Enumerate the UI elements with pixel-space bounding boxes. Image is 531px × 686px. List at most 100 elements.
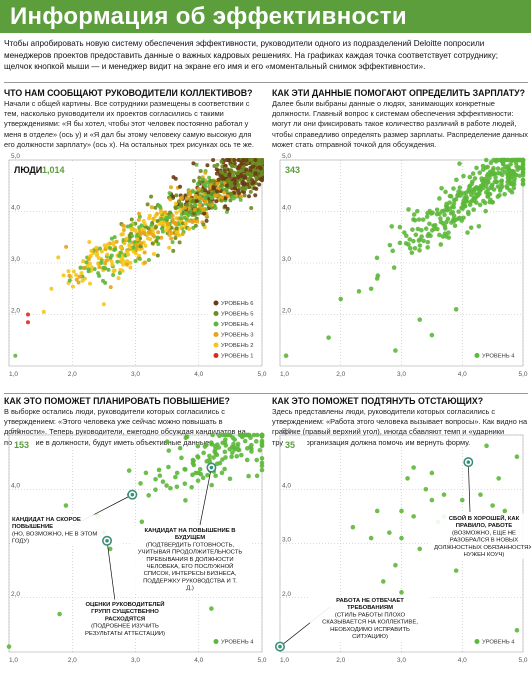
data-point[interactable]: [183, 220, 188, 225]
data-point[interactable]: [6, 644, 12, 649]
data-point[interactable]: [399, 590, 404, 595]
data-point[interactable]: [177, 240, 182, 245]
data-point[interactable]: [197, 196, 202, 201]
data-point[interactable]: [150, 226, 155, 231]
data-point[interactable]: [465, 230, 470, 235]
data-point[interactable]: [146, 493, 152, 498]
data-point[interactable]: [461, 173, 466, 179]
data-point[interactable]: [205, 472, 210, 478]
data-point[interactable]: [112, 268, 117, 273]
data-point[interactable]: [99, 261, 104, 266]
data-point[interactable]: [49, 286, 54, 291]
data-point[interactable]: [168, 197, 173, 202]
data-point[interactable]: [462, 203, 468, 209]
data-point[interactable]: [128, 260, 133, 265]
data-point[interactable]: [456, 189, 461, 194]
data-point[interactable]: [505, 185, 510, 191]
data-point[interactable]: [399, 535, 404, 541]
data-point[interactable]: [222, 440, 228, 446]
data-point[interactable]: [419, 227, 424, 233]
data-point[interactable]: [437, 232, 442, 238]
data-point[interactable]: [156, 230, 161, 235]
data-point[interactable]: [374, 255, 380, 261]
data-point[interactable]: [216, 177, 221, 182]
data-point[interactable]: [283, 353, 289, 359]
data-point[interactable]: [173, 474, 178, 480]
data-point[interactable]: [155, 253, 160, 258]
data-point[interactable]: [257, 182, 262, 187]
data-point[interactable]: [74, 272, 79, 277]
data-point[interactable]: [194, 199, 199, 204]
data-point[interactable]: [153, 225, 158, 230]
data-point[interactable]: [154, 238, 159, 243]
data-point[interactable]: [215, 189, 220, 194]
data-point[interactable]: [160, 479, 166, 485]
data-point[interactable]: [197, 179, 202, 184]
data-point[interactable]: [441, 492, 447, 497]
data-point[interactable]: [96, 271, 101, 276]
data-point[interactable]: [235, 441, 241, 447]
data-point[interactable]: [200, 475, 206, 481]
data-point[interactable]: [190, 457, 196, 463]
data-point[interactable]: [151, 217, 156, 222]
data-point[interactable]: [204, 213, 209, 218]
data-point[interactable]: [445, 207, 450, 213]
data-point[interactable]: [179, 455, 184, 461]
data-point[interactable]: [146, 258, 151, 263]
data-point[interactable]: [498, 185, 503, 191]
data-point[interactable]: [228, 198, 233, 203]
data-point[interactable]: [254, 175, 259, 180]
data-point[interactable]: [77, 274, 82, 279]
data-point[interactable]: [225, 206, 230, 211]
data-point[interactable]: [406, 207, 411, 212]
data-point[interactable]: [259, 463, 265, 469]
data-point[interactable]: [189, 484, 194, 490]
data-point[interactable]: [258, 166, 263, 171]
data-point[interactable]: [257, 447, 263, 453]
data-point[interactable]: [240, 181, 245, 186]
data-point[interactable]: [434, 211, 440, 217]
data-point[interactable]: [438, 242, 444, 247]
data-point[interactable]: [411, 212, 417, 217]
data-point[interactable]: [425, 245, 431, 250]
data-point[interactable]: [138, 244, 143, 249]
data-point[interactable]: [147, 230, 152, 235]
data-point[interactable]: [215, 181, 220, 186]
data-point[interactable]: [477, 185, 482, 191]
data-point[interactable]: [502, 508, 508, 514]
data-point[interactable]: [224, 209, 229, 214]
data-point[interactable]: [191, 462, 197, 468]
data-point[interactable]: [244, 457, 250, 463]
data-point[interactable]: [197, 202, 202, 207]
data-point[interactable]: [203, 195, 208, 200]
data-point[interactable]: [128, 223, 133, 228]
data-point[interactable]: [180, 232, 185, 237]
data-point[interactable]: [380, 579, 386, 584]
data-point[interactable]: [483, 157, 489, 163]
data-point[interactable]: [231, 173, 236, 178]
data-point[interactable]: [412, 217, 418, 223]
data-point[interactable]: [437, 196, 442, 201]
data-point[interactable]: [142, 222, 147, 227]
data-point[interactable]: [514, 628, 520, 633]
data-point[interactable]: [129, 217, 134, 222]
data-point[interactable]: [459, 205, 464, 211]
data-point[interactable]: [101, 302, 106, 307]
data-point[interactable]: [258, 177, 263, 182]
data-point[interactable]: [137, 256, 142, 261]
data-point[interactable]: [196, 186, 201, 191]
data-point[interactable]: [207, 175, 212, 180]
data-point[interactable]: [79, 271, 84, 276]
data-point[interactable]: [223, 173, 228, 178]
data-point[interactable]: [86, 267, 91, 272]
data-point[interactable]: [118, 250, 123, 255]
data-point[interactable]: [139, 519, 145, 525]
data-point[interactable]: [133, 259, 138, 264]
data-point[interactable]: [416, 217, 422, 222]
data-point[interactable]: [447, 193, 453, 199]
data-point[interactable]: [455, 193, 460, 199]
data-point[interactable]: [241, 165, 246, 170]
data-point[interactable]: [118, 245, 123, 250]
data-point[interactable]: [427, 221, 432, 227]
data-point[interactable]: [238, 432, 243, 438]
